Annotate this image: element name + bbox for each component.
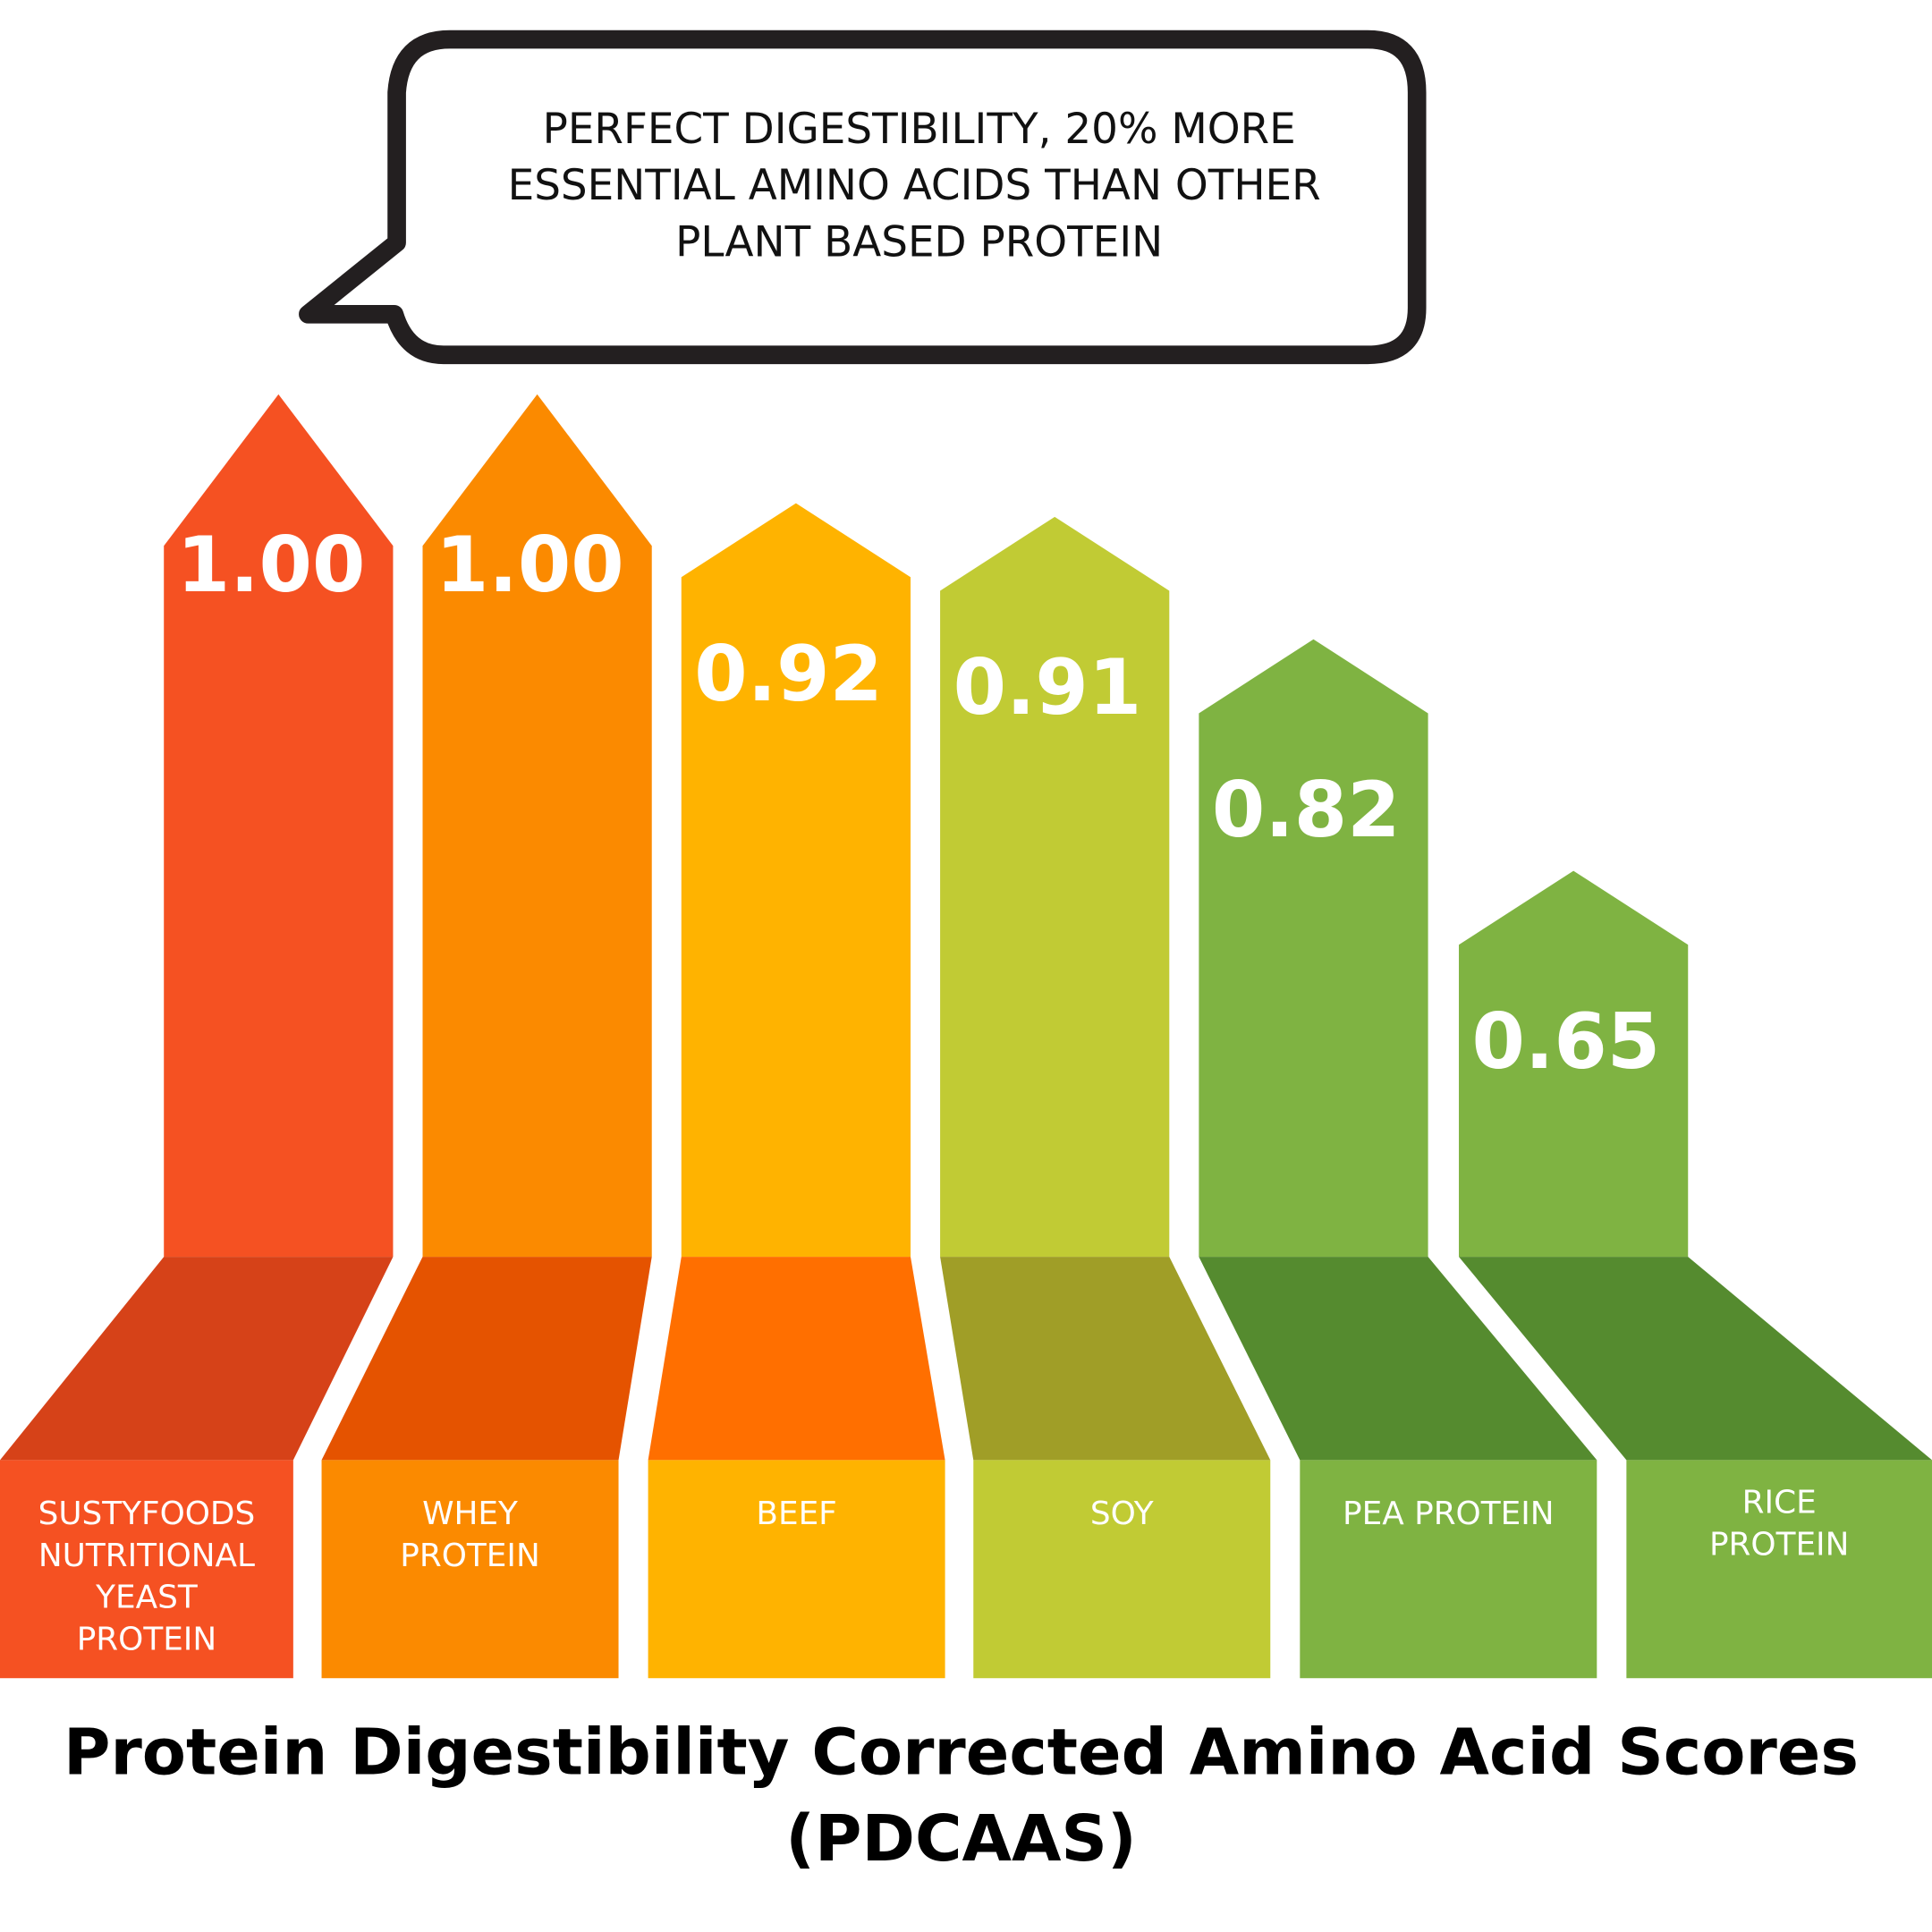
- value-label: 1.00: [436, 521, 624, 610]
- bars: 1.00 SUSTYFOODS NUTRITIONAL YEAST PROTEIN 1.0…: [0, 394, 1932, 1679]
- bar-arrow: [422, 394, 652, 1258]
- callout-line-3: PLANT BASED PROTEIN: [675, 219, 1163, 267]
- value-label: 1.00: [177, 521, 366, 610]
- bar-arrow: [940, 516, 1170, 1258]
- bar-floor: [940, 1257, 1271, 1461]
- category-label: PEA PROTEIN: [1343, 1496, 1555, 1532]
- bar-floor: [1199, 1257, 1597, 1461]
- bar-arrow: [164, 394, 394, 1258]
- callout-bubble: PERFECT DIGESTIBILITY, 20% MORE ESSENTIA…: [299, 30, 1427, 365]
- category-label: SUSTYFOODS: [38, 1496, 256, 1532]
- category-label: RICE: [1742, 1485, 1817, 1521]
- category-box: [321, 1460, 619, 1679]
- category-label: SOY: [1090, 1496, 1154, 1532]
- category-label: PROTEIN: [400, 1538, 539, 1574]
- category-box: [0, 1460, 293, 1679]
- callout-line-1: PERFECT DIGESTIBILITY, 20% MORE: [543, 106, 1296, 154]
- callout-line-2: ESSENTIAL AMINO ACIDS THAN OTHER: [508, 162, 1321, 210]
- category-label: WHEY: [422, 1496, 518, 1532]
- bar-floor: [321, 1257, 652, 1461]
- chart-title-line-1: Protein Digestibility Corrected Amino Ac…: [64, 1716, 1859, 1790]
- category-box: [1300, 1460, 1597, 1679]
- bar-floor: [648, 1257, 945, 1461]
- chart-title-line-2: (PDCAAS): [785, 1801, 1136, 1876]
- category-box: [648, 1460, 945, 1679]
- category-box: [1626, 1460, 1932, 1679]
- bar-floor: [1459, 1257, 1932, 1461]
- category-label: NUTRITIONAL: [38, 1538, 255, 1574]
- value-label: 0.82: [1212, 767, 1401, 855]
- category-label: BEEF: [756, 1496, 836, 1532]
- bar-arrow: [1459, 870, 1689, 1258]
- value-label: 0.65: [1472, 998, 1661, 1087]
- bar-arrow: [681, 503, 911, 1258]
- value-label: 0.91: [953, 644, 1142, 733]
- category-label: PROTEIN: [77, 1622, 216, 1658]
- category-box: [973, 1460, 1271, 1679]
- category-label: YEAST: [95, 1580, 198, 1616]
- category-label: PROTEIN: [1709, 1526, 1849, 1563]
- callout-outline: [299, 30, 1427, 365]
- value-label: 0.92: [694, 631, 883, 719]
- bar-floor: [0, 1257, 394, 1461]
- bar-arrow: [1199, 639, 1428, 1258]
